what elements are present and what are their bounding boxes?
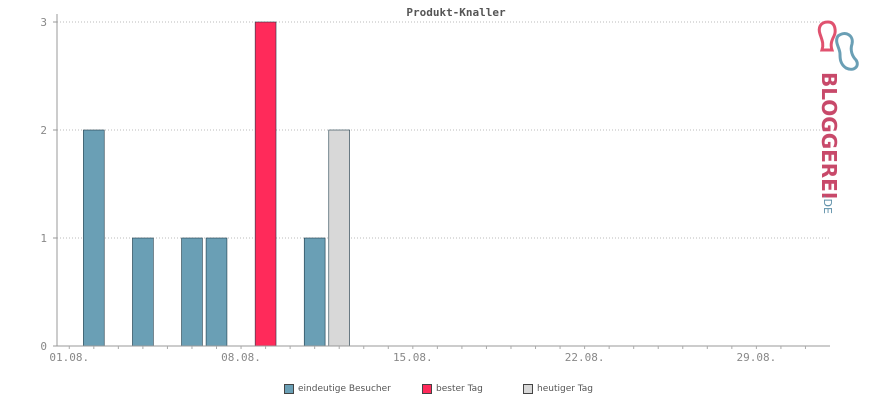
bar bbox=[328, 129, 350, 347]
legend-label: bester Tag bbox=[436, 384, 483, 394]
legend-item: eindeutige Besucher bbox=[284, 384, 391, 394]
legend-label: heutiger Tag bbox=[537, 384, 594, 394]
bar bbox=[254, 21, 277, 347]
legend-item: heutiger Tag bbox=[523, 384, 593, 394]
bar bbox=[303, 237, 326, 347]
legend-label: eindeutige Besucher bbox=[298, 384, 391, 394]
legend-swatch bbox=[523, 384, 533, 394]
grid bbox=[57, 21, 830, 239]
logo-suffix: .DE bbox=[821, 195, 834, 214]
x-tick-label: 29.08. bbox=[737, 351, 777, 364]
bars bbox=[83, 21, 350, 347]
bar bbox=[83, 129, 105, 347]
y-tick-label: 1 bbox=[40, 232, 47, 245]
y-tick-label: 3 bbox=[40, 16, 47, 29]
legend-swatch bbox=[284, 384, 294, 394]
x-tick-label: 15.08. bbox=[393, 351, 433, 364]
y-tick-label: 2 bbox=[40, 124, 47, 137]
x-tick-label: 22.08. bbox=[565, 351, 605, 364]
x-tick-label: 08.08. bbox=[221, 351, 261, 364]
legend-swatch bbox=[422, 384, 432, 394]
legend-item: bester Tag bbox=[422, 384, 483, 394]
bar bbox=[181, 237, 203, 347]
y-tick-label: 0 bbox=[40, 340, 47, 353]
bar bbox=[132, 237, 154, 347]
bloggerei-logo: BLOGGEREI .DE bbox=[817, 20, 859, 214]
logo-mark-icon bbox=[817, 20, 859, 71]
bar bbox=[205, 237, 228, 347]
legend: eindeutige Besucher bester Tag heutiger Ta… bbox=[0, 384, 870, 400]
logo-text: BLOGGEREI bbox=[817, 72, 841, 199]
chart-title: Produkt-Knaller bbox=[406, 6, 506, 19]
axes bbox=[53, 14, 830, 349]
x-tick-label: 01.08. bbox=[49, 351, 89, 364]
tick-labels: 0 1 2 3 01.08. 08.08. 15.08. 22.08. 29.08. bbox=[40, 16, 776, 364]
